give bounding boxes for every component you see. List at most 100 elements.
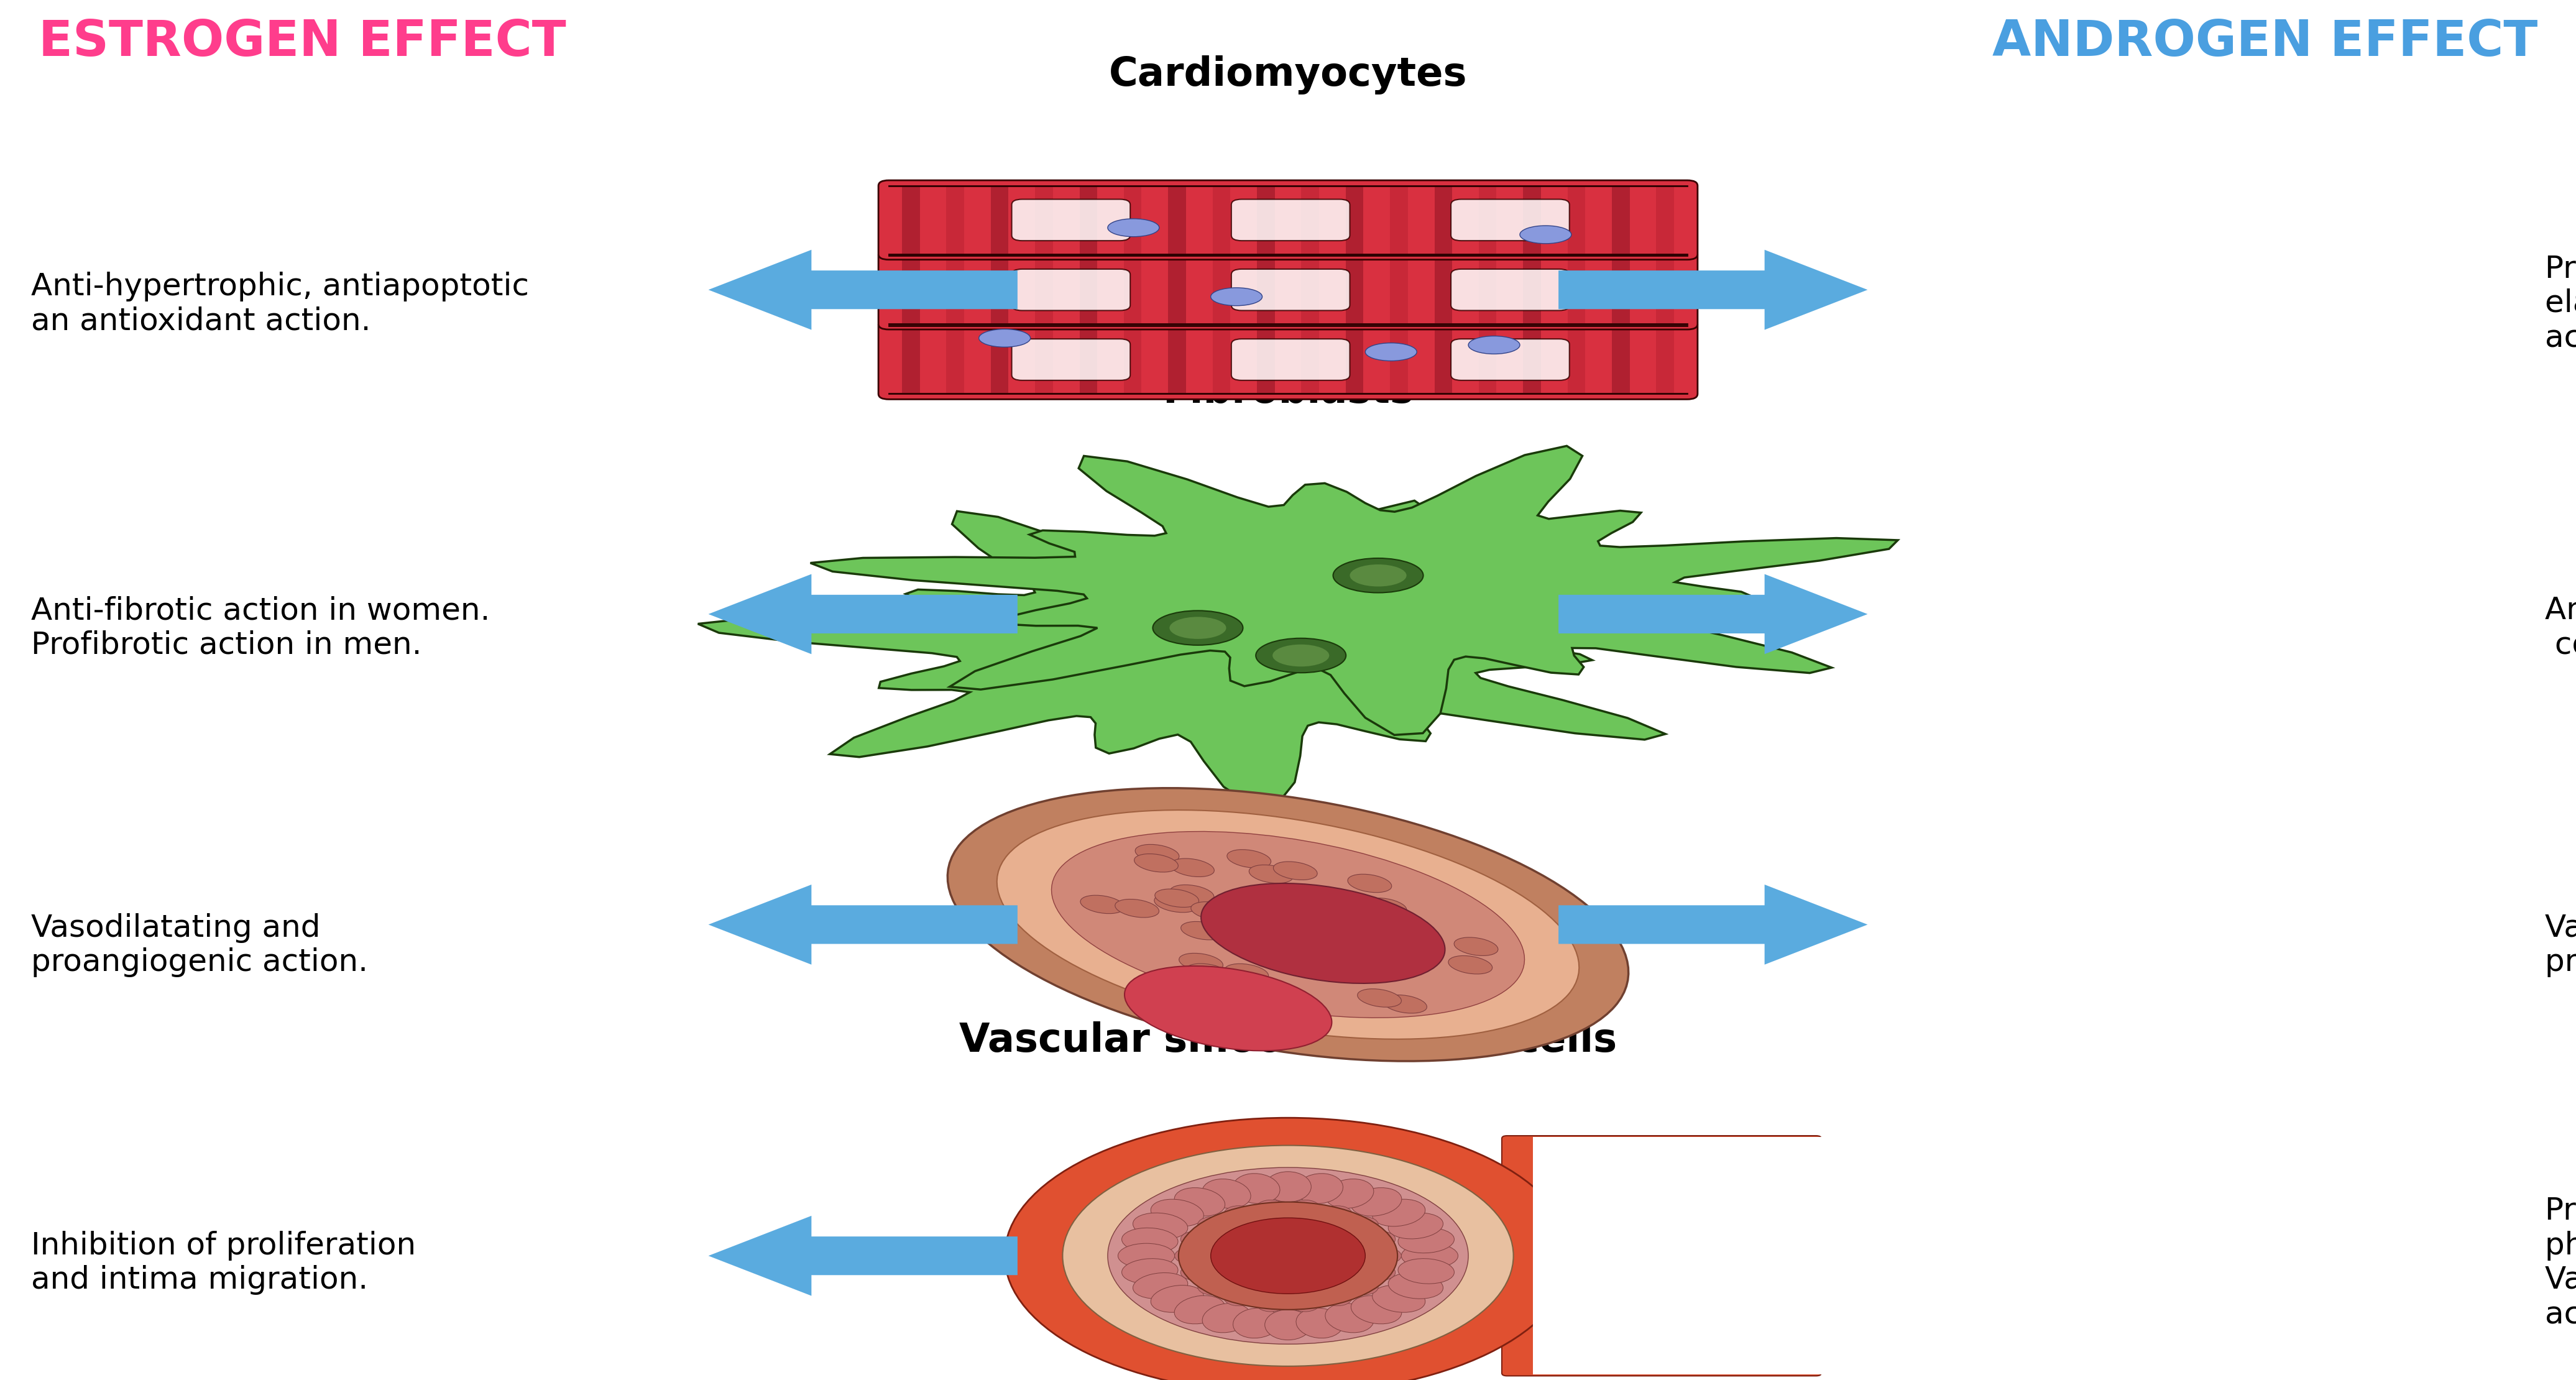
Ellipse shape — [1121, 1228, 1177, 1253]
Text: Vasodilatating and
proangiogenic action.: Vasodilatating and proangiogenic action. — [31, 914, 368, 977]
Ellipse shape — [1180, 954, 1224, 972]
Text: Vasodilatating and
proangiogenic action (lower).: Vasodilatating and proangiogenic action … — [2545, 914, 2576, 977]
Bar — [1479, 257, 1497, 323]
Bar — [1613, 186, 1631, 254]
Bar — [1036, 186, 1054, 254]
Text: ESTROGEN EFFECT: ESTROGEN EFFECT — [39, 18, 567, 66]
Ellipse shape — [1234, 1308, 1280, 1339]
Polygon shape — [1558, 1216, 1868, 1296]
Ellipse shape — [1373, 1285, 1425, 1312]
Ellipse shape — [1319, 926, 1363, 944]
Ellipse shape — [1200, 883, 1445, 984]
Text: Pro-hypertrophic and reduced
elastance effects inotropic
action.: Pro-hypertrophic and reduced elastance e… — [2545, 254, 2576, 353]
Ellipse shape — [1115, 900, 1159, 918]
Bar — [1213, 257, 1231, 323]
Bar — [1435, 326, 1453, 393]
Bar — [1036, 257, 1054, 323]
Ellipse shape — [1355, 1246, 1401, 1265]
Ellipse shape — [1373, 1199, 1425, 1227]
Ellipse shape — [1296, 1308, 1342, 1339]
Bar — [1479, 186, 1497, 254]
Text: ANDROGEN EFFECT: ANDROGEN EFFECT — [1991, 18, 2537, 66]
Bar — [1301, 326, 1319, 393]
Ellipse shape — [1224, 963, 1267, 983]
Ellipse shape — [1255, 1288, 1291, 1311]
Bar — [1301, 186, 1319, 254]
FancyBboxPatch shape — [1450, 339, 1569, 381]
Ellipse shape — [1133, 1272, 1188, 1299]
FancyBboxPatch shape — [1012, 199, 1131, 240]
Ellipse shape — [1324, 1179, 1373, 1209]
Bar — [1656, 326, 1674, 393]
Ellipse shape — [1154, 894, 1198, 912]
Ellipse shape — [1133, 1213, 1188, 1239]
Ellipse shape — [1399, 1228, 1455, 1253]
Ellipse shape — [1151, 1285, 1203, 1312]
FancyBboxPatch shape — [1502, 1136, 1821, 1376]
Ellipse shape — [1350, 1296, 1401, 1323]
Bar — [902, 186, 920, 254]
Ellipse shape — [1211, 287, 1262, 306]
Ellipse shape — [1347, 962, 1391, 980]
Bar — [1522, 186, 1540, 254]
Bar — [1435, 186, 1453, 254]
FancyBboxPatch shape — [1231, 269, 1350, 310]
Ellipse shape — [1121, 1259, 1177, 1283]
Polygon shape — [1558, 250, 1868, 330]
Ellipse shape — [1170, 885, 1213, 903]
Polygon shape — [811, 446, 1899, 736]
Ellipse shape — [1126, 966, 1332, 1050]
Bar — [1391, 257, 1406, 323]
Bar — [1613, 257, 1631, 323]
Bar — [1036, 326, 1054, 393]
Text: Fibroblasts: Fibroblasts — [1162, 373, 1414, 411]
Polygon shape — [1558, 885, 1868, 965]
Ellipse shape — [1327, 934, 1370, 954]
Bar — [1079, 186, 1097, 254]
Ellipse shape — [948, 788, 1628, 1061]
Bar — [1566, 326, 1584, 393]
Bar — [992, 186, 1010, 254]
Ellipse shape — [1314, 1282, 1352, 1305]
Ellipse shape — [1399, 1259, 1455, 1283]
Text: Cardiomyocytes: Cardiomyocytes — [1108, 55, 1468, 94]
Ellipse shape — [1051, 831, 1525, 1018]
Ellipse shape — [1448, 956, 1492, 974]
Ellipse shape — [1226, 850, 1270, 868]
Ellipse shape — [1180, 1261, 1226, 1281]
Bar — [992, 326, 1010, 393]
Ellipse shape — [1293, 896, 1340, 914]
Bar — [1123, 186, 1141, 254]
Ellipse shape — [1064, 1145, 1515, 1366]
Ellipse shape — [1190, 901, 1234, 920]
Ellipse shape — [1270, 948, 1316, 966]
Bar — [1522, 326, 1540, 393]
Text: Anti-fibrotic action, increase
 collagen turnover.: Anti-fibrotic action, increase collagen … — [2545, 596, 2576, 660]
Ellipse shape — [1265, 1172, 1311, 1202]
Ellipse shape — [1337, 1274, 1378, 1294]
Bar — [1345, 186, 1363, 254]
Ellipse shape — [1005, 1118, 1571, 1380]
Ellipse shape — [1296, 1173, 1342, 1203]
Ellipse shape — [1151, 610, 1242, 644]
Text: Anti-fibrotic action in women.
Profibrotic action in men.: Anti-fibrotic action in women. Profibrot… — [31, 596, 489, 660]
Bar — [1301, 257, 1319, 323]
Polygon shape — [708, 250, 1018, 330]
Ellipse shape — [1234, 927, 1278, 945]
Ellipse shape — [1180, 1231, 1226, 1250]
Ellipse shape — [1358, 989, 1401, 1007]
Ellipse shape — [1257, 638, 1345, 673]
Ellipse shape — [1151, 1199, 1203, 1227]
Ellipse shape — [1334, 558, 1422, 592]
Ellipse shape — [1229, 916, 1273, 934]
FancyBboxPatch shape — [1012, 269, 1131, 310]
Bar — [1566, 257, 1584, 323]
Bar — [1257, 326, 1275, 393]
Ellipse shape — [1170, 617, 1226, 639]
Bar — [1213, 326, 1231, 393]
Ellipse shape — [1337, 1217, 1378, 1238]
Polygon shape — [698, 501, 1728, 805]
Ellipse shape — [1314, 1206, 1352, 1230]
Bar — [1522, 257, 1540, 323]
Bar — [1391, 326, 1406, 393]
